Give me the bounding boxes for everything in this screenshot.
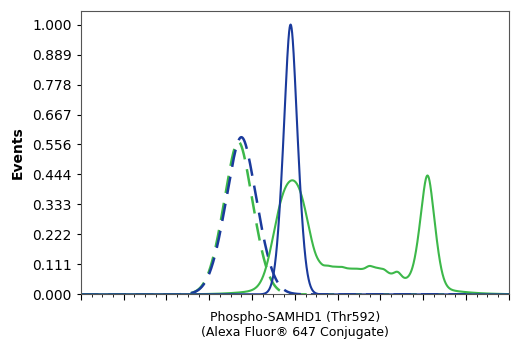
X-axis label: Phospho-SAMHD1 (Thr592)
(Alexa Fluor® 647 Conjugate): Phospho-SAMHD1 (Thr592) (Alexa Fluor® 64… bbox=[201, 311, 389, 339]
Y-axis label: Events: Events bbox=[11, 126, 25, 179]
